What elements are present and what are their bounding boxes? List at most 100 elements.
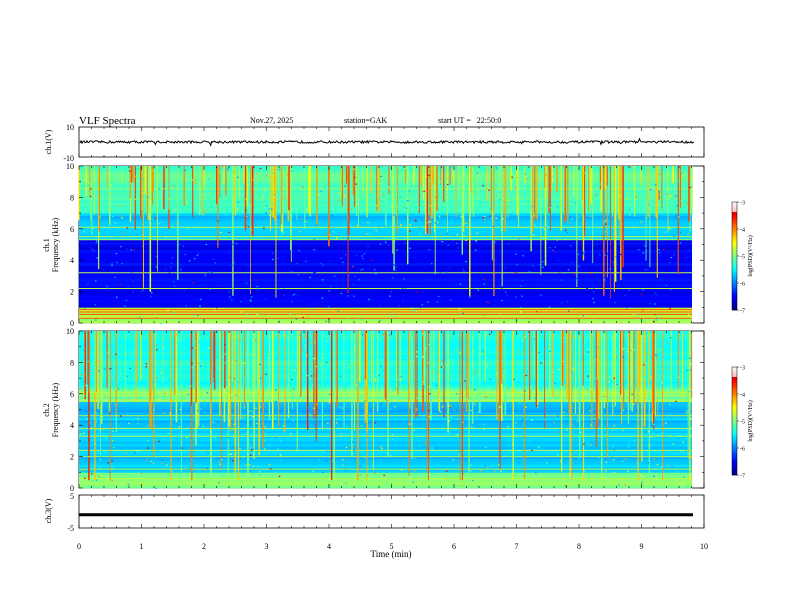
colorbar-cell bbox=[732, 371, 737, 374]
spectrogram-speck bbox=[603, 221, 605, 223]
spectrogram-speck bbox=[248, 410, 250, 413]
spectrogram-speck bbox=[188, 198, 191, 200]
spectrogram-speck bbox=[237, 400, 239, 403]
spectrogram-speck bbox=[242, 457, 245, 459]
spectrogram-speck bbox=[621, 290, 624, 293]
spectrogram-speck bbox=[290, 446, 292, 448]
spectrogram-speck bbox=[351, 266, 354, 268]
spectrogram-speck bbox=[409, 423, 411, 425]
spectrogram-speck bbox=[501, 400, 503, 402]
spectrogram-speck bbox=[523, 336, 526, 338]
spectrogram-speck bbox=[622, 409, 625, 411]
spectrogram-speck bbox=[311, 384, 314, 386]
spectrogram-speck bbox=[419, 217, 421, 219]
spectrogram-speck bbox=[295, 369, 297, 371]
spectrogram-speck bbox=[221, 356, 223, 358]
colorbar-cell bbox=[732, 385, 737, 388]
spectrogram-speck bbox=[309, 343, 311, 345]
spectrogram-speck bbox=[649, 302, 651, 305]
spectrogram-speck bbox=[455, 393, 458, 395]
spectrogram-speck bbox=[674, 195, 677, 197]
spectrogram-speck bbox=[488, 189, 490, 191]
spectrogram-speck bbox=[188, 260, 191, 262]
spectrogram-speck bbox=[620, 479, 623, 481]
spectrogram-speck bbox=[272, 203, 275, 206]
spectrogram-speck bbox=[415, 220, 417, 222]
spectrogram-speck bbox=[549, 350, 551, 352]
spectrogram-speck bbox=[380, 445, 383, 448]
spectrogram-speck bbox=[326, 365, 329, 367]
spectrogram-speck bbox=[622, 348, 625, 350]
spectrogram-speck bbox=[251, 380, 253, 383]
spectrogram-speck bbox=[119, 338, 121, 340]
spectrogram-speck bbox=[277, 257, 280, 259]
spectrogram-band bbox=[79, 307, 692, 311]
spectrogram-speck bbox=[415, 310, 417, 313]
spectrogram-band bbox=[79, 260, 692, 264]
spectrogram-speck bbox=[471, 190, 473, 192]
spectrogram-speck bbox=[650, 304, 652, 306]
spectrogram-speck bbox=[248, 369, 251, 371]
spectrogram-speck bbox=[515, 422, 517, 424]
spectrogram-speck bbox=[611, 429, 614, 432]
spectrogram-speck bbox=[549, 247, 551, 249]
spectrogram-speck bbox=[671, 466, 673, 468]
spectrogram-speck bbox=[265, 381, 268, 383]
spectrogram-speck bbox=[110, 193, 113, 195]
spectrogram-speck bbox=[312, 272, 315, 274]
spectrogram-speck bbox=[310, 375, 313, 377]
spectrogram-speck bbox=[205, 469, 207, 471]
spectrogram-speck bbox=[187, 393, 190, 396]
spectrogram-speck bbox=[282, 188, 285, 190]
spectrogram-speck bbox=[107, 462, 110, 464]
spectrogram-speck bbox=[382, 194, 385, 196]
spectrogram-speck bbox=[679, 242, 682, 244]
spectrogram-speck bbox=[324, 345, 326, 347]
spectrogram-speck bbox=[394, 388, 397, 390]
spectrogram-speck bbox=[345, 482, 347, 484]
spectrogram-speck bbox=[225, 386, 228, 389]
colorbar-cell bbox=[732, 411, 737, 414]
spectrogram-speck bbox=[500, 470, 502, 472]
spectrogram-speck bbox=[678, 437, 680, 440]
spectrogram-speck bbox=[289, 177, 291, 179]
spectrogram-speck bbox=[432, 428, 434, 430]
spectrogram-speck bbox=[156, 485, 159, 487]
spectrogram-speck bbox=[180, 335, 182, 337]
spectrogram-speck bbox=[616, 289, 619, 291]
spectrogram-speck bbox=[340, 292, 343, 295]
spectrogram-speck bbox=[472, 334, 475, 336]
spectrogram-speck bbox=[374, 472, 376, 474]
spectrogram-speck bbox=[556, 206, 559, 208]
spectrogram-speck bbox=[384, 241, 387, 243]
spectrogram-speck bbox=[367, 268, 370, 270]
spectrogram-speck bbox=[150, 167, 153, 169]
spectrogram-speck bbox=[221, 166, 224, 168]
spectrogram-speck bbox=[438, 370, 440, 372]
spectrogram-speck bbox=[331, 214, 333, 216]
spectrogram-speck bbox=[187, 228, 189, 230]
spectrogram-speck bbox=[273, 196, 276, 198]
spectrogram-speck bbox=[653, 458, 655, 460]
spectrogram-speck bbox=[609, 246, 611, 248]
spectrogram-speck bbox=[127, 483, 130, 485]
spectrogram-speck bbox=[117, 235, 120, 237]
spectrogram-speck bbox=[291, 271, 293, 273]
colorbar-cell bbox=[732, 455, 737, 458]
spectrogram-speck bbox=[402, 278, 405, 280]
spectrogram-speck bbox=[150, 460, 153, 463]
spectrogram-speck bbox=[428, 362, 430, 364]
spectrogram-speck bbox=[291, 170, 293, 173]
spectrogram-speck bbox=[610, 456, 613, 458]
spectrogram-speck bbox=[675, 215, 677, 217]
spectrogram-speck bbox=[561, 337, 563, 340]
spectrogram-speck bbox=[297, 274, 300, 276]
spectrogram-speck bbox=[621, 460, 624, 462]
spectrogram-speck bbox=[190, 485, 192, 487]
spectrogram-speck bbox=[620, 322, 623, 324]
spectrogram-speck bbox=[227, 437, 230, 439]
spectrogram-speck bbox=[377, 182, 380, 185]
spectrogram-speck bbox=[492, 213, 495, 215]
spectrogram-speck bbox=[150, 355, 153, 357]
spectrogram-speck bbox=[504, 291, 507, 293]
